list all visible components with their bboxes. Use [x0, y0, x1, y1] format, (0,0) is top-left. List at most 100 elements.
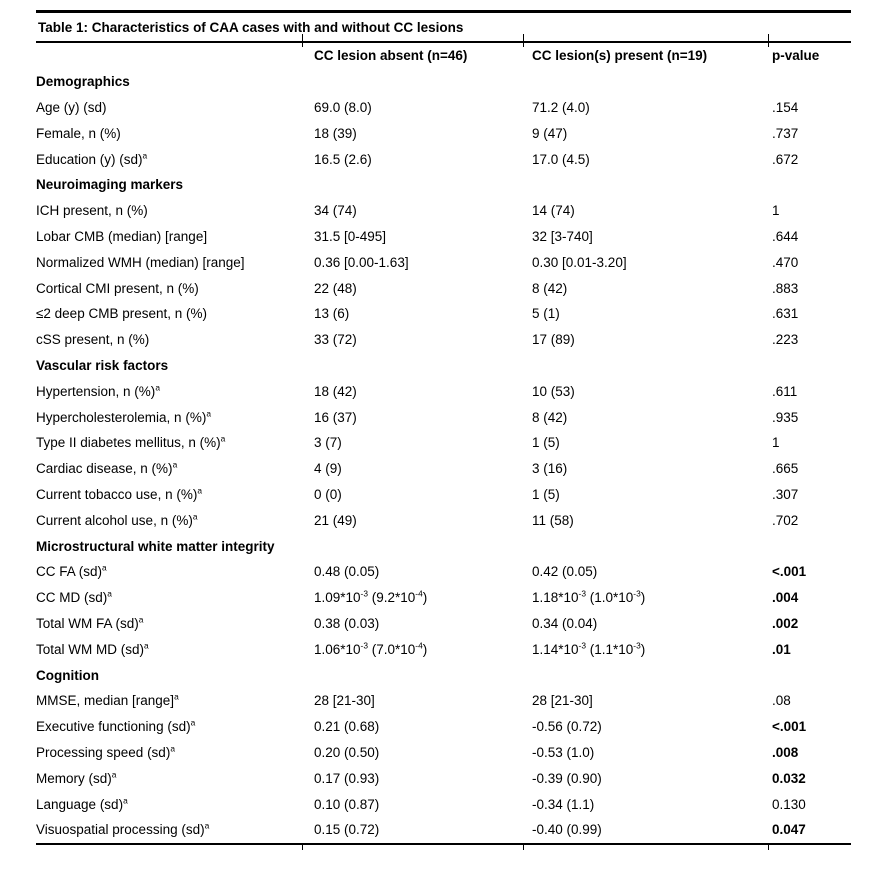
cell-pvalue: .307: [772, 486, 799, 502]
cell-present: 10 (53): [532, 383, 575, 399]
cell-absent: 18 (39): [314, 125, 357, 141]
cell-present: -0.56 (0.72): [532, 719, 602, 735]
table-title: Table 1: Characteristics of CAA cases wi…: [38, 19, 464, 35]
cell-absent: 0.38 (0.03): [314, 615, 380, 631]
row-label: CC FA (sd)a: [36, 562, 107, 580]
row-label: Normalized WMH (median) [range]: [36, 254, 245, 270]
section-header: Cognition: [36, 667, 99, 683]
column-divider-tick: [302, 844, 303, 850]
cell-absent: 1.09*10-3 (9.2*10-4): [314, 588, 428, 606]
cell-pvalue: .611: [772, 383, 798, 399]
table-row: Female, n (%) 18 (39) 9 (47) .737: [36, 120, 851, 146]
row-label: Visuospatial processing (sd)a: [36, 820, 210, 838]
table-row: Language (sd)a 0.10 (0.87) -0.34 (1.1) 0.13…: [36, 791, 851, 817]
cell-pvalue: .672: [772, 151, 799, 167]
cell-pvalue: .223: [772, 332, 799, 348]
table-row: ≤2 deep CMB present, n (%) 13 (6) 5 (1) .63…: [36, 301, 851, 327]
cell-pvalue: 0.130: [772, 796, 806, 812]
row-label: ICH present, n (%): [36, 203, 148, 219]
table-row: Lobar CMB (median) [range] 31.5 [0-495] 32…: [36, 224, 851, 250]
row-label: Age (y) (sd): [36, 99, 107, 115]
cell-present: -0.40 (0.99): [532, 822, 602, 838]
cell-present: 8 (42): [532, 409, 568, 425]
row-label: Language (sd)a: [36, 795, 128, 812]
cell-absent: 1.06*10-3 (7.0*10-4): [314, 640, 428, 657]
cell-present: 8 (42): [532, 280, 568, 296]
column-header-row: CC lesion absent (n=46) CC lesion(s) pres…: [36, 43, 851, 69]
cell-present: 32 [3-740]: [532, 228, 593, 244]
cell-absent: 28 [21-30]: [314, 693, 375, 709]
cell-present: -0.34 (1.1): [532, 796, 595, 812]
row-label: Hypertension, n (%)a: [36, 382, 160, 399]
cell-pvalue: .004: [772, 590, 799, 606]
cell-present: 9 (47): [532, 125, 568, 141]
cell-pvalue: 1: [772, 435, 780, 451]
table-row: Total WM FA (sd)a 0.38 (0.03) 0.34 (0.04).…: [36, 611, 851, 637]
row-label: Processing speed (sd)a: [36, 743, 175, 760]
cell-present: 3 (16): [532, 461, 568, 477]
table-row: Hypertension, n (%)a 18 (42) 10 (53) .611: [36, 378, 851, 404]
cell-present: -0.39 (0.90): [532, 770, 602, 786]
row-label: cSS present, n (%): [36, 332, 150, 348]
cell-present: 1 (5): [532, 435, 560, 451]
column-header-2: CC lesion(s) present (n=19): [532, 48, 708, 64]
cell-pvalue: .883: [772, 280, 799, 296]
cell-absent: 16 (37): [314, 409, 357, 425]
table-row: Total WM MD (sd)a 1.06*10-3 (7.0*10-4) 1.1…: [36, 636, 851, 662]
cell-pvalue: 0.047: [772, 822, 806, 838]
row-label: Type II diabetes mellitus, n (%)a: [36, 433, 226, 451]
cell-present: 5 (1): [532, 306, 560, 322]
table-row: Cardiac disease, n (%)a 4 (9) 3 (16) .665: [36, 456, 851, 482]
cell-present: 0.34 (0.04): [532, 615, 598, 631]
cell-present: -0.53 (1.0): [532, 744, 595, 760]
cell-absent: 33 (72): [314, 332, 357, 348]
row-label: Cardiac disease, n (%)a: [36, 459, 178, 477]
cell-present: 28 [21-30]: [532, 693, 593, 709]
column-divider-tick: [523, 844, 524, 850]
cell-absent: 4 (9): [314, 461, 342, 477]
cell-present: 1.14*10-3 (1.1*10-3): [532, 640, 646, 657]
table-row: MMSE, median [range]a 28 [21-30] 28 [21-30…: [36, 688, 851, 714]
row-label: Lobar CMB (median) [range]: [36, 228, 208, 244]
cell-pvalue: .631: [772, 306, 799, 322]
table-row: CC MD (sd)a 1.09*10-3 (9.2*10-4) 1.18*10-3…: [36, 585, 851, 611]
cell-pvalue: <.001: [772, 564, 807, 580]
cell-absent: 31.5 [0-495]: [314, 228, 387, 244]
column-header-3: p-value: [772, 48, 820, 64]
cell-pvalue: .154: [772, 99, 799, 115]
row-label: Executive functioning (sd)a: [36, 717, 196, 735]
cell-absent: 16.5 (2.6): [314, 151, 372, 167]
cell-absent: 69.0 (8.0): [314, 99, 372, 115]
row-label: Female, n (%): [36, 125, 121, 141]
cell-pvalue: .008: [772, 744, 799, 760]
cell-pvalue: .01: [772, 641, 791, 657]
cell-absent: 18 (42): [314, 383, 357, 399]
row-label: Current tobacco use, n (%)a: [36, 485, 202, 502]
characteristics-table: Table 1: Characteristics of CAA cases wi…: [36, 10, 851, 850]
row-label: Total WM MD (sd)a: [36, 640, 149, 657]
row-label: Education (y) (sd)a: [36, 150, 148, 167]
column-header-1: CC lesion absent (n=46): [314, 48, 468, 64]
row-label: Memory (sd)a: [36, 769, 117, 786]
table-row: Memory (sd)a 0.17 (0.93) -0.39 (0.90) 0.032: [36, 765, 851, 791]
cell-pvalue: .665: [772, 461, 799, 477]
cell-absent: 21 (49): [314, 512, 357, 528]
cell-pvalue: .644: [772, 228, 799, 244]
cell-present: 0.30 [0.01-3.20]: [532, 254, 627, 270]
table-row: Executive functioning (sd)a 0.21 (0.68) -0…: [36, 714, 851, 740]
cell-pvalue: .702: [772, 512, 799, 528]
cell-absent: 0.17 (0.93): [314, 770, 380, 786]
cell-pvalue: .737: [772, 125, 799, 141]
cell-absent: 0.36 [0.00-1.63]: [314, 254, 409, 270]
cell-present: 17.0 (4.5): [532, 151, 590, 167]
cell-present: 17 (89): [532, 332, 575, 348]
table-body: CC lesion absent (n=46) CC lesion(s) pres…: [36, 43, 851, 850]
cell-present: 14 (74): [532, 203, 575, 219]
section-header: Demographics: [36, 74, 130, 90]
table-row: Visuospatial processing (sd)a 0.15 (0.72)…: [36, 817, 851, 843]
cell-present: 71.2 (4.0): [532, 99, 590, 115]
cell-absent: 0.20 (0.50): [314, 744, 380, 760]
row-label: CC MD (sd)a: [36, 588, 112, 606]
cell-pvalue: <.001: [772, 719, 807, 735]
